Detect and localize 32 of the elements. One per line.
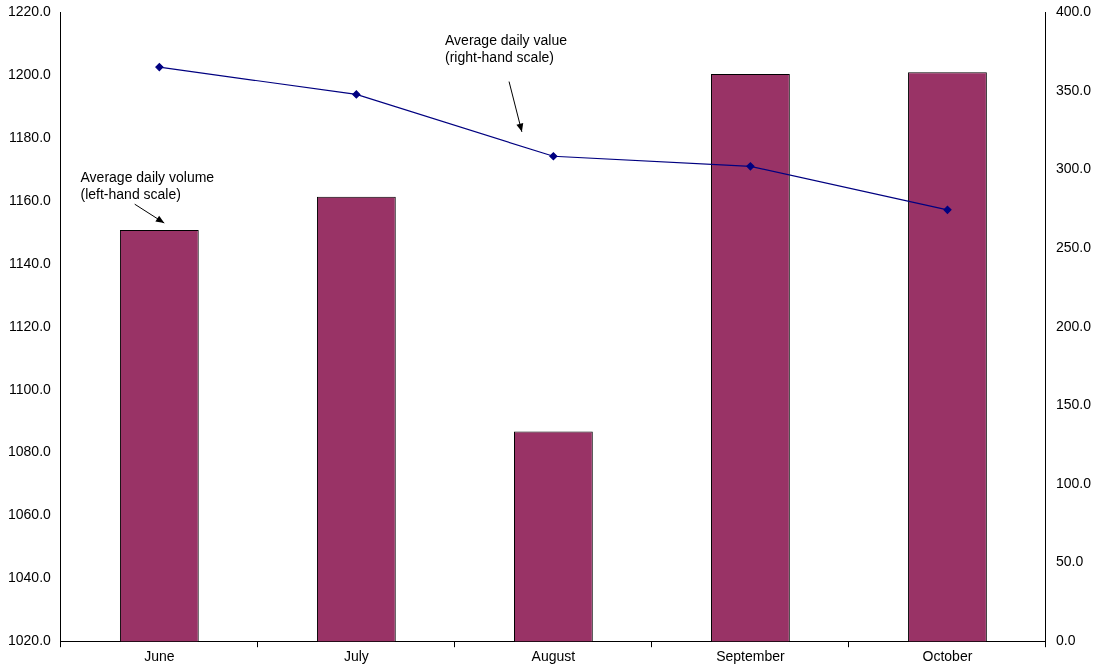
y-tick-label: 1220.0 [7,3,52,20]
y-tick-label: 1120.0 [9,317,52,334]
y-tick-label: 1080.0 [7,443,52,460]
y-tick-label: 1180.0 [9,129,52,146]
y-tick-label: 1200.0 [7,66,52,83]
y2-tick-label: 0.0 [1055,632,1076,649]
y2-tick-label: 300.0 [1055,160,1092,177]
annotation: Average daily volume (left-hand scale) [80,168,215,202]
y-tick-label: 1020.0 [7,632,52,649]
annotation: Average daily value (right-hand scale) [445,32,568,66]
y2-tick-label: 50.0 [1055,553,1084,570]
x-tick-label: October [922,648,973,665]
y2-tick-label: 200.0 [1055,317,1092,334]
y-tick-label: 1060.0 [7,506,52,523]
y-tick-label: 1040.0 [7,569,52,586]
y2-tick-label: 100.0 [1055,474,1092,491]
point [155,63,164,72]
y-tick-label: 1160.0 [9,191,52,208]
point [943,205,952,214]
x-tick-label: July [343,648,369,665]
y2-tick-label: 400.0 [1055,3,1092,20]
y-tick-label: 1140.0 [9,254,52,271]
x-tick-label: August [531,648,576,665]
x-tick-label: June [144,648,175,665]
y2-tick-label: 150.0 [1055,396,1092,413]
point [352,90,361,99]
x-tick-label: September [716,648,785,665]
y2-tick-label: 250.0 [1055,239,1092,256]
y-tick-label: 1100.0 [9,380,52,397]
y2-tick-label: 350.0 [1055,81,1092,98]
point [746,162,755,171]
point [549,152,558,161]
